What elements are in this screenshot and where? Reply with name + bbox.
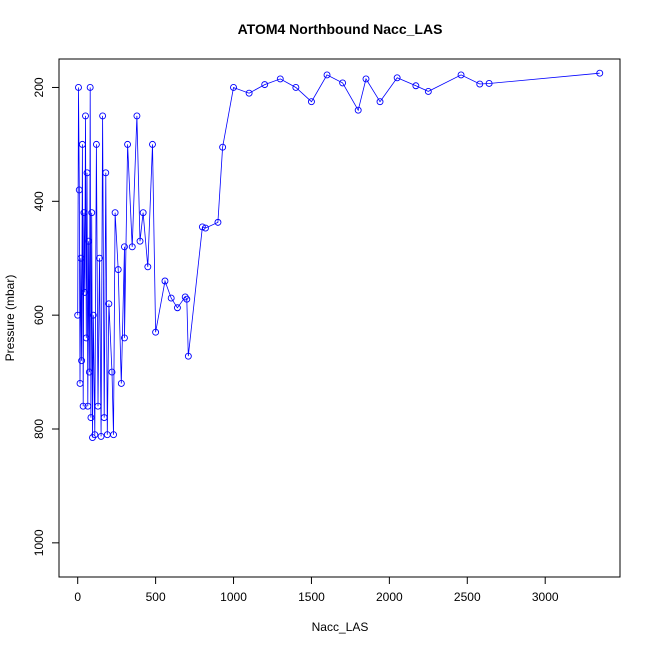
data-point: [83, 169, 91, 177]
data-point: [94, 402, 102, 410]
data-point: [261, 81, 269, 89]
data-point: [114, 266, 122, 274]
data-point: [85, 237, 93, 245]
data-point: [78, 140, 86, 148]
y-tick-label: 400: [32, 191, 46, 211]
data-point: [87, 414, 95, 422]
data-point: [149, 140, 156, 148]
chart-title: ATOM4 Northbound Nacc_LAS: [238, 21, 443, 37]
data-point: [457, 71, 465, 79]
x-tick-label: 1500: [298, 590, 325, 604]
y-axis: 200 400 600 800 1000: [32, 77, 60, 556]
data-point: [124, 140, 132, 148]
x-axis-label: Nacc_LAS: [312, 620, 369, 634]
data-point: [96, 254, 103, 262]
data-point: [136, 237, 144, 245]
data-point: [97, 432, 105, 440]
data-point: [85, 368, 93, 376]
data-point: [99, 112, 107, 120]
data-point: [75, 84, 82, 91]
data-point: [79, 402, 87, 410]
data-point: [202, 224, 209, 232]
x-tick-label: 500: [146, 590, 166, 604]
y-tick-label: 200: [32, 77, 46, 97]
data-point: [92, 140, 100, 148]
x-tick-label: 2500: [454, 590, 481, 604]
data-point: [198, 223, 206, 231]
data-point: [76, 380, 84, 387]
data-point: [412, 82, 420, 90]
data-point: [128, 243, 136, 251]
data-point: [133, 112, 141, 120]
x-axis: 0 500 1000 1500 2000 2500 3000: [74, 576, 559, 604]
data-point: [152, 328, 160, 336]
data-point: [84, 402, 92, 410]
data-point: [88, 209, 96, 217]
x-tick-label: 3000: [532, 590, 559, 604]
data-point: [276, 75, 284, 83]
y-tick-label: 600: [32, 305, 46, 325]
y-tick-label: 800: [32, 419, 46, 439]
data-point: [111, 209, 119, 217]
data-point: [86, 84, 94, 91]
data-point: [100, 414, 108, 422]
y-axis-label: Pressure (mbar): [3, 275, 17, 362]
x-tick-label: 2000: [376, 590, 403, 604]
data-point: [89, 311, 97, 319]
data-point: [308, 98, 315, 106]
data-point: [181, 293, 189, 301]
data-point: [82, 334, 90, 342]
data-point: [362, 75, 370, 83]
data-point: [102, 169, 110, 177]
data-point: [81, 288, 89, 296]
data-point: [323, 71, 331, 79]
data-point: [82, 112, 89, 120]
data-point: [167, 294, 175, 302]
data-point: [393, 74, 401, 82]
data-point: [184, 352, 192, 360]
data-point: [173, 304, 181, 312]
data-point: [424, 87, 432, 95]
x-tick-label: 0: [74, 590, 81, 604]
series-line: [77, 72, 600, 438]
data-point: [105, 300, 113, 308]
data-point: [78, 357, 86, 365]
plot-area: [74, 69, 604, 441]
data-point: [144, 263, 152, 271]
data-point: [80, 209, 88, 217]
data-point: [77, 254, 85, 262]
data-point: [214, 218, 222, 226]
data-point: [596, 69, 604, 77]
x-tick-label: 1000: [220, 590, 247, 604]
data-point: [120, 334, 128, 342]
data-point: [476, 80, 484, 88]
data-point: [103, 431, 111, 439]
data-point: [376, 98, 384, 106]
data-point: [230, 84, 237, 91]
data-point: [219, 143, 227, 151]
data-point: [339, 79, 347, 87]
data-point: [139, 209, 147, 217]
data-point: [120, 243, 128, 251]
data-point: [354, 106, 362, 114]
data-point: [74, 311, 82, 319]
data-point: [161, 277, 169, 285]
data-point: [89, 434, 96, 441]
plot-frame: [58, 58, 621, 578]
data-point: [75, 186, 83, 194]
y-tick-label: 1000: [32, 529, 46, 556]
data-point: [108, 368, 116, 376]
data-point: [117, 380, 125, 387]
data-point: [485, 80, 493, 87]
data-point: [292, 84, 300, 91]
data-point: [245, 89, 253, 97]
